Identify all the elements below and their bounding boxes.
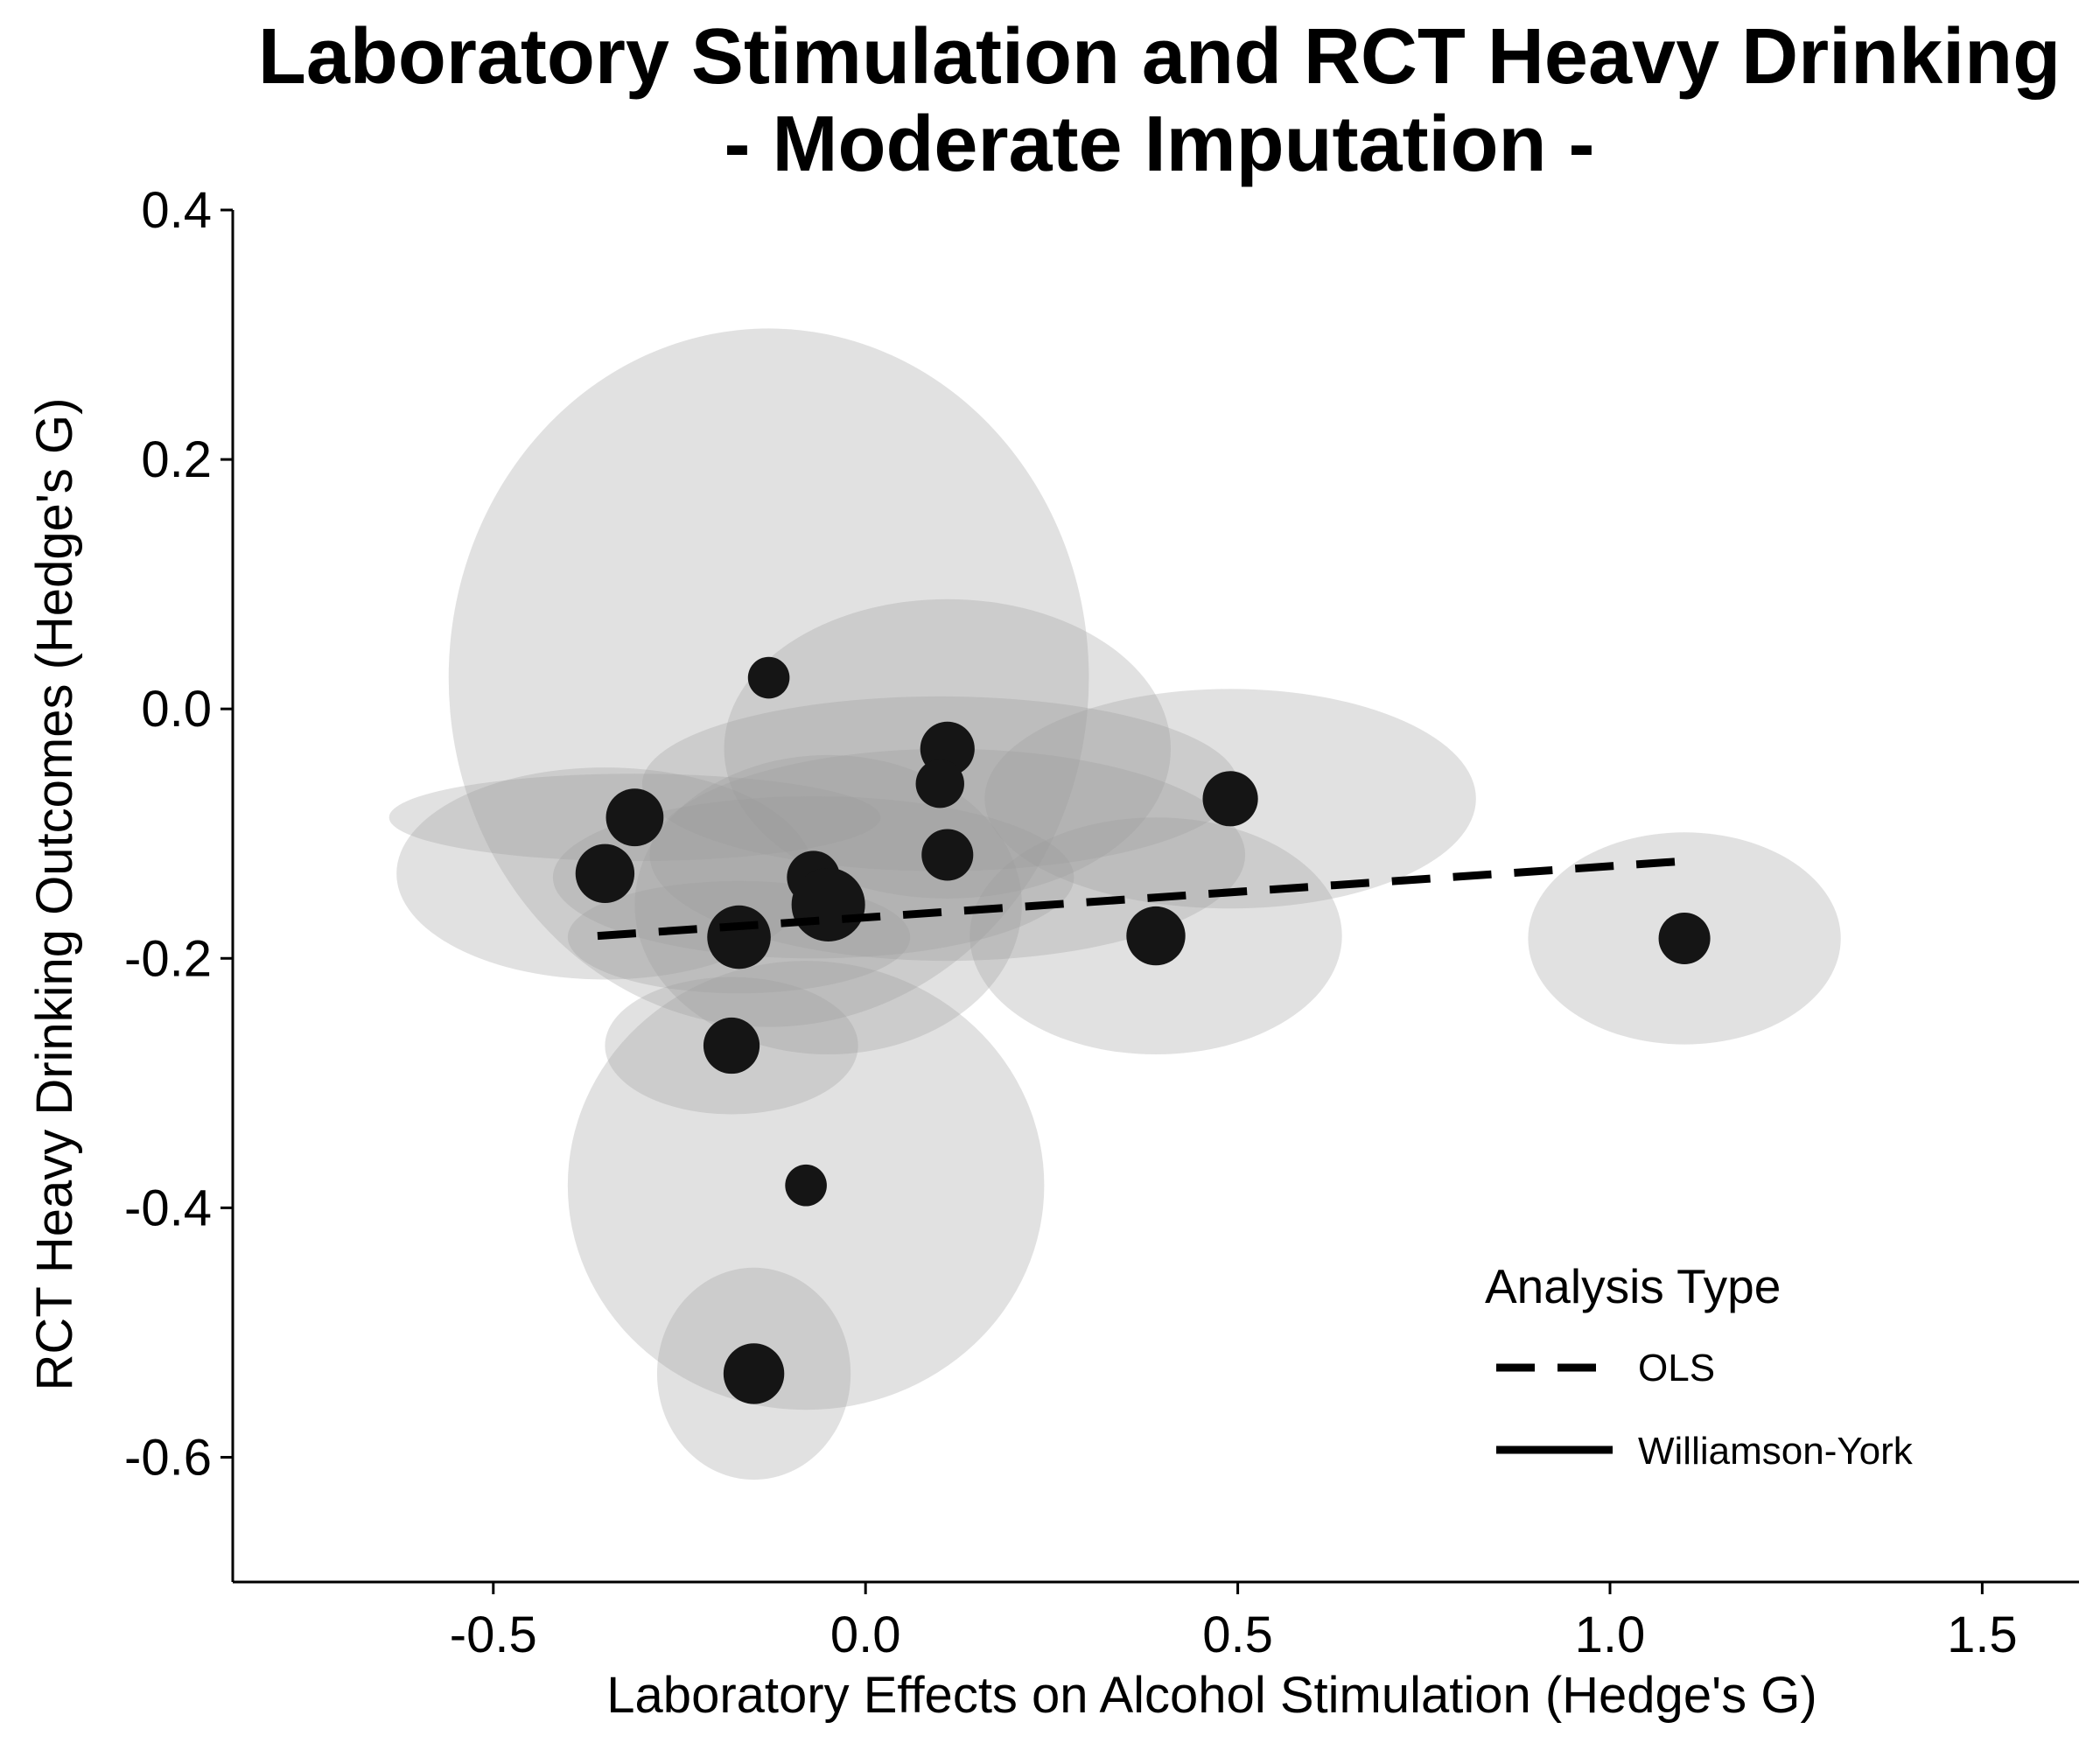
legend-label-williamson-york: Williamson-York: [1638, 1430, 1914, 1473]
x-tick-label: -0.5: [450, 1606, 537, 1663]
y-tick-label: 0.0: [141, 681, 212, 738]
legend-label-ols: OLS: [1638, 1347, 1715, 1390]
legend: Analysis Type OLS Williamson-York: [1485, 1259, 1914, 1473]
data-point-13: [703, 1017, 760, 1074]
data-point-4: [1202, 771, 1258, 827]
data-point-11: [1126, 906, 1186, 966]
data-point-12: [1658, 912, 1711, 964]
chart-subtitle: - Moderate Imputation -: [724, 101, 1595, 188]
chart-title: Laboratory Stimulation and RCT Heavy Dri…: [258, 13, 2061, 101]
axes: -0.5 0.0 0.5 1.0 1.5 -0.6 -0.4 -0.2 0.0 0.2 0.4: [124, 182, 2079, 1663]
data-point-10: [707, 905, 771, 970]
x-axis-label: Laboratory Effects on Alcohol Stimulatio…: [606, 1667, 1816, 1724]
data-point-9: [791, 867, 865, 942]
x-tick-label: 0.5: [1202, 1606, 1273, 1663]
data-point-6: [921, 829, 974, 881]
data-point-15: [723, 1343, 785, 1404]
data-point-7: [575, 844, 635, 904]
x-tick-label: 0.0: [830, 1606, 901, 1663]
y-tick-label: -0.4: [124, 1180, 212, 1236]
x-tick-label: 1.0: [1575, 1606, 1646, 1663]
y-tick-label: 0.2: [141, 431, 212, 488]
y-tick-label: -0.2: [124, 930, 212, 987]
data-point-1: [747, 656, 790, 699]
y-axis-label: RCT Heavy Drinking Outcomes (Hedge's G): [26, 398, 83, 1391]
data-point-3: [915, 760, 964, 808]
y-tick-label: -0.6: [124, 1429, 212, 1486]
y-tick-label: 0.4: [141, 182, 212, 239]
data-point-14: [785, 1164, 827, 1207]
x-tick-label: 1.5: [1947, 1606, 2018, 1663]
data-point-5: [606, 788, 664, 847]
legend-title: Analysis Type: [1485, 1259, 1781, 1313]
data-point-layer: [575, 656, 1711, 1404]
